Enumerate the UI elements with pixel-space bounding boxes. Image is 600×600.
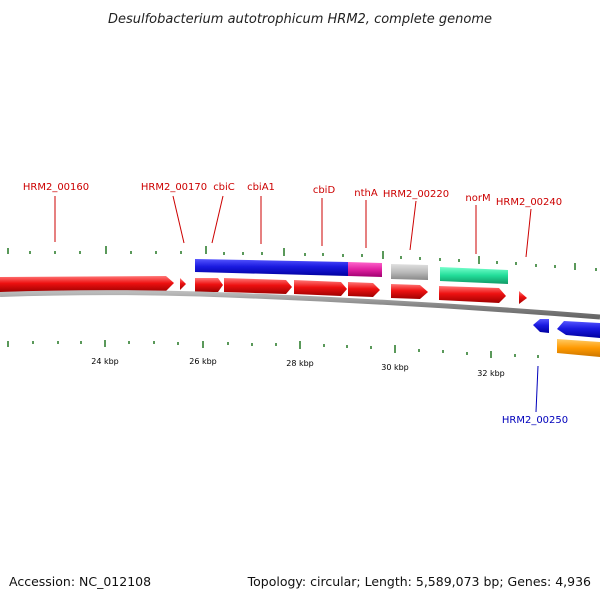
cds-norm[interactable] [439,286,506,303]
cog-feature-ntha[interactable] [348,262,382,277]
scale-label-28kbp: 28 kbp [286,359,314,368]
cds-cbia1[interactable] [224,278,292,294]
cds-reverse-next[interactable] [557,321,600,338]
map-title: Desulfobacterium autotrophicum HRM2, com… [108,12,492,27]
forward-cds-track [0,276,527,304]
gene-label-hrm2-00250[interactable]: HRM2_00250 [502,415,568,426]
scale-label-24kbp: 24 kbp [91,357,119,366]
gene-label-ntha[interactable]: nthA [354,188,378,199]
cds-cbid[interactable] [294,280,347,296]
outer-tick-marks [7,246,597,271]
genome-backbone [0,290,600,320]
gene-label-hrm2-00240[interactable]: HRM2_00240 [496,197,562,208]
gene-label-cbic[interactable]: cbiC [213,182,235,193]
gene-label-cbia1[interactable]: cbiA1 [247,182,275,193]
cds-hrm2-00220[interactable] [391,284,428,299]
reverse-cds-track [533,319,600,357]
label-leader-lines [54,195,539,413]
cog-feature-hrm2-00220[interactable] [391,264,428,280]
cog-feature-norm[interactable] [440,267,508,284]
gene-labels: HRM2_00160 HRM2_00170 cbiC cbiA1 cbiD nt… [23,182,568,426]
gene-label-hrm2-00220[interactable]: HRM2_00220 [383,189,449,200]
cds-hrm2-00240[interactable] [519,291,527,304]
cds-hrm2-00170[interactable] [180,278,186,290]
scale-label-30kbp: 30 kbp [381,363,409,372]
inner-tick-marks [7,340,539,358]
genome-summary-text: Topology: circular; Length: 5,589,073 bp… [247,574,591,589]
gene-label-cbid[interactable]: cbiD [313,185,336,196]
scale-labels: 24 kbp 26 kbp 28 kbp 30 kbp 32 kbp [91,357,505,378]
cog-feature-reverse-orange[interactable] [557,339,600,357]
scale-label-32kbp: 32 kbp [477,369,505,378]
gene-label-hrm2-00170[interactable]: HRM2_00170 [141,182,207,193]
scale-label-26kbp: 26 kbp [189,357,217,366]
cds-ntha[interactable] [348,282,380,297]
cog-feature-cbic-cbid[interactable] [195,259,348,276]
accession-text: Accession: NC_012108 [9,574,151,589]
cds-hrm2-00160[interactable] [0,276,174,292]
gene-label-norm[interactable]: norM [465,193,490,204]
cds-hrm2-00250[interactable] [533,319,549,333]
gene-label-hrm2-00160[interactable]: HRM2_00160 [23,182,89,193]
cds-cbic[interactable] [195,278,223,292]
cog-feature-track [195,259,508,284]
